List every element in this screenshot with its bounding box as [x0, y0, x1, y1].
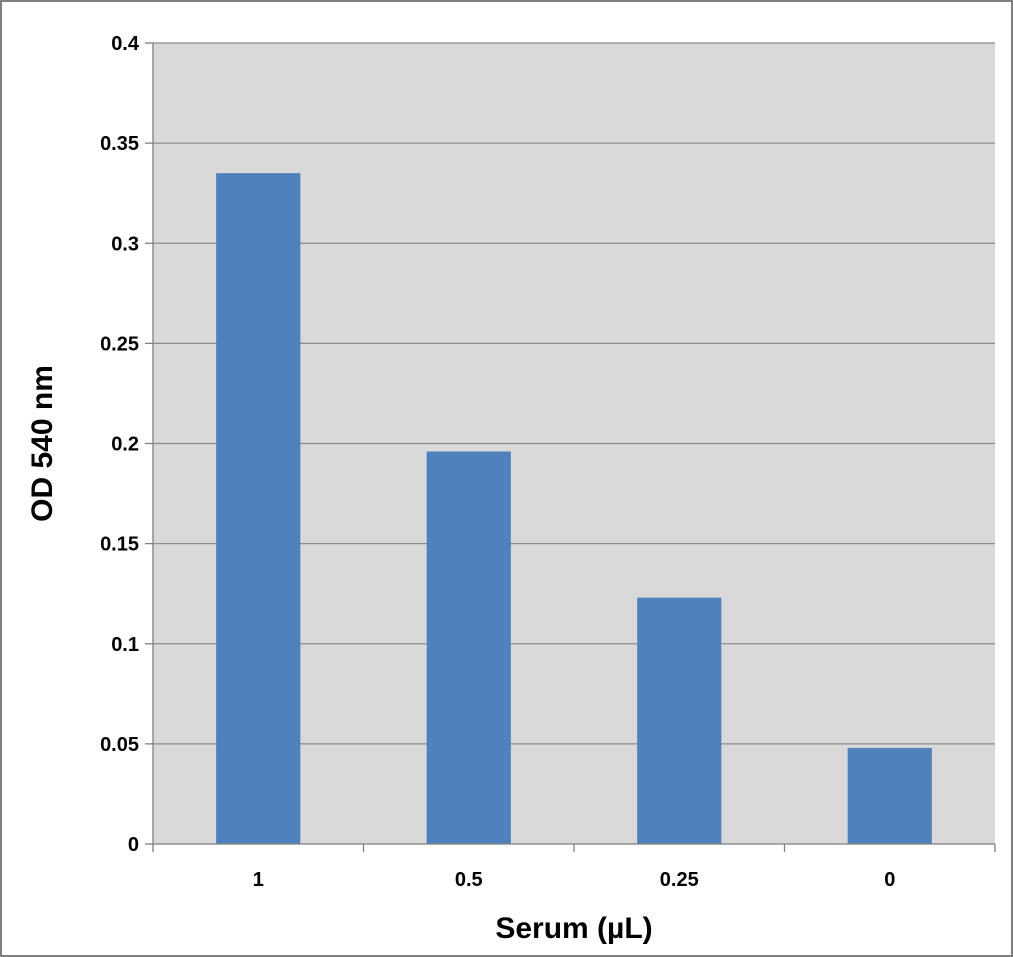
y-tick-label: 0.05 — [100, 734, 139, 756]
bar — [426, 451, 511, 844]
y-tick-label: 0.1 — [111, 634, 139, 656]
y-tick-label: 0 — [128, 834, 139, 856]
y-tick-labels: 0 0.05 0.1 0.15 0.2 0.25 0.3 0.35 0.4 — [100, 33, 140, 856]
y-tick-label: 0.3 — [111, 233, 139, 255]
bars — [216, 173, 932, 845]
bar — [637, 597, 722, 844]
y-tick-label: 0.25 — [100, 333, 139, 355]
x-tick-labels: 1 0.5 0.25 0 — [253, 869, 896, 891]
bar — [216, 173, 301, 845]
bar — [847, 747, 932, 844]
y-tick-label: 0.15 — [100, 534, 139, 556]
x-tick-label: 1 — [253, 869, 264, 891]
y-tick-label: 0.35 — [100, 133, 139, 155]
y-tick-label: 0.2 — [111, 434, 139, 456]
x-axis-title: Serum (µL) — [495, 912, 652, 945]
y-axis-title: OD 540 nm — [26, 365, 59, 522]
x-tick-label: 0.5 — [455, 869, 483, 891]
y-tick-label: 0.4 — [111, 33, 140, 55]
x-tick-label: 0 — [884, 869, 895, 891]
x-tick-label: 0.25 — [660, 869, 699, 891]
axes — [145, 42, 996, 852]
